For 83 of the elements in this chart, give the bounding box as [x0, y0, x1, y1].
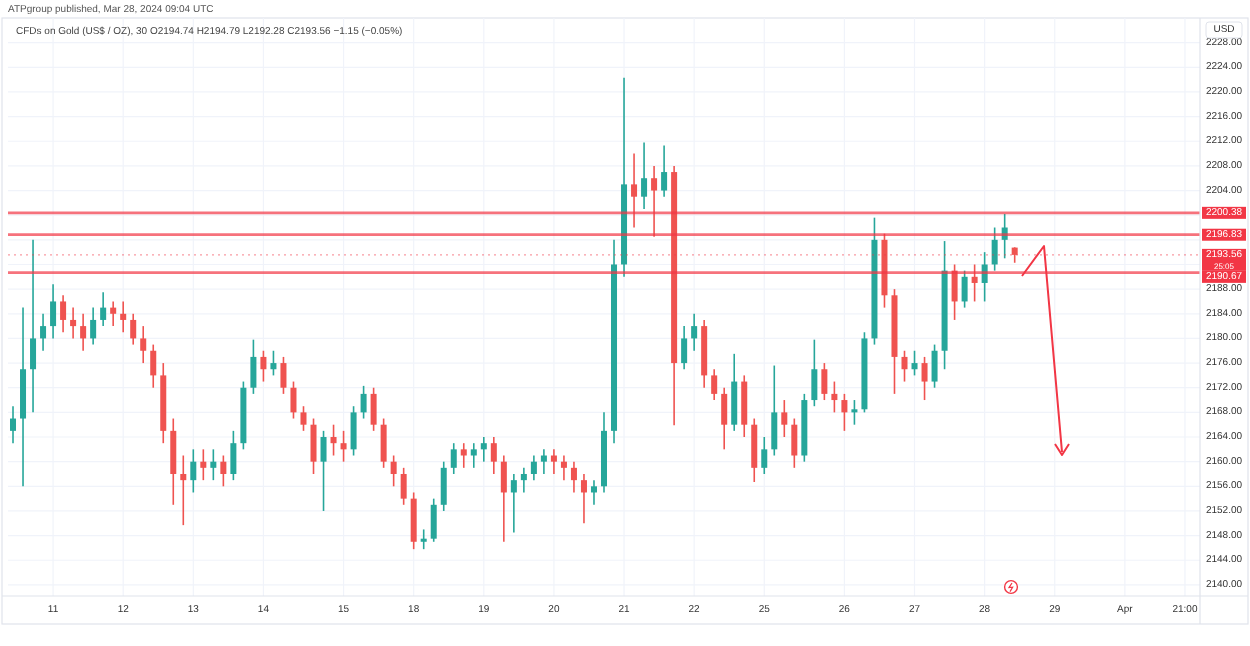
candlestick [651, 165, 658, 238]
candlestick [390, 454, 397, 488]
candlestick [570, 460, 577, 494]
candlestick [330, 423, 337, 457]
candlestick [721, 386, 728, 451]
candlestick [300, 405, 307, 432]
candlestick [851, 399, 858, 426]
candlestick [100, 291, 107, 327]
candlestick [260, 349, 267, 383]
candlestick [420, 528, 427, 550]
candlestick [170, 417, 177, 506]
candlestick [841, 393, 848, 432]
candlestick [30, 239, 37, 414]
candlestick [991, 226, 998, 272]
candlestick [340, 430, 347, 463]
candlestick [631, 152, 638, 229]
candlestick [190, 448, 197, 494]
candlestick [550, 448, 557, 475]
candlestick [661, 144, 668, 198]
candlestick [440, 460, 447, 512]
candlestick [50, 283, 57, 340]
candlestick [751, 417, 758, 483]
candlestick [380, 417, 387, 469]
candlestick [510, 473, 517, 534]
candlestick [500, 454, 507, 543]
candlestick [350, 405, 357, 457]
candlestick [290, 380, 297, 420]
candlestick [430, 497, 437, 543]
candlestick [580, 473, 587, 525]
candlestick [250, 338, 257, 395]
candlestick [10, 405, 17, 444]
candlestick [480, 436, 487, 463]
candlestick [711, 368, 718, 401]
candlestick [731, 353, 738, 432]
candlestick [400, 467, 407, 506]
candlestick [90, 306, 97, 346]
candlestick [530, 454, 537, 481]
candlestick [410, 491, 417, 550]
candlestick [130, 312, 137, 346]
candlestick [140, 325, 147, 364]
candlestick [470, 442, 477, 469]
candlestick [831, 380, 838, 414]
candlestick [590, 479, 597, 506]
candlestick [811, 338, 818, 408]
candlestick [360, 385, 367, 420]
candlestick [931, 343, 938, 389]
candlestick [691, 312, 698, 352]
candlestick [540, 448, 547, 475]
candlestick [781, 399, 788, 438]
candlestick [741, 374, 748, 438]
candlestick [230, 430, 237, 481]
candlestick [210, 448, 217, 481]
candlestick [60, 294, 67, 334]
candlestick [901, 349, 908, 383]
candlestick [310, 417, 317, 475]
candlestick [370, 386, 377, 432]
candlestick [200, 448, 207, 481]
candlestick [791, 417, 798, 469]
candlestick [641, 141, 648, 210]
candlestick [560, 454, 567, 481]
candlestick [921, 356, 928, 401]
candlestick [771, 364, 778, 457]
candlestick [80, 312, 87, 352]
candlestick [220, 454, 227, 488]
candlestick [40, 312, 47, 352]
candlestick [681, 325, 688, 371]
candlestick [821, 362, 828, 401]
candlestick [270, 349, 277, 377]
candlestick [450, 442, 457, 475]
candlestick [761, 436, 768, 475]
candlestick [460, 442, 467, 469]
candlestick [120, 300, 127, 334]
candlestick [110, 300, 117, 327]
candlestick [280, 356, 287, 395]
candlestick [971, 263, 978, 303]
candlestick [911, 349, 918, 377]
candlestick [180, 454, 187, 526]
candlestick [961, 269, 968, 309]
candlestick [520, 467, 527, 494]
candlestick [150, 343, 157, 389]
candlestick [490, 436, 497, 475]
candlestick [70, 306, 77, 340]
candlestick [320, 430, 327, 512]
